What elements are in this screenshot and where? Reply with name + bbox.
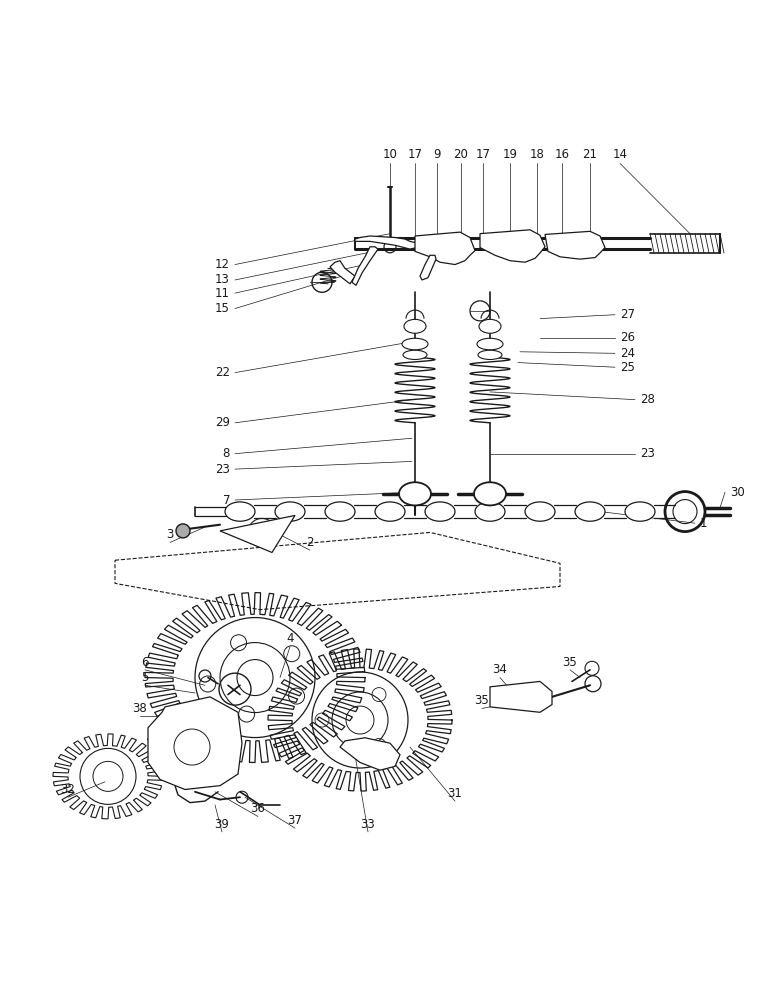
Text: 38: 38 bbox=[133, 702, 147, 715]
Text: 6: 6 bbox=[141, 656, 149, 669]
Text: 33: 33 bbox=[361, 818, 375, 831]
Text: 36: 36 bbox=[251, 802, 266, 815]
Text: 2: 2 bbox=[306, 536, 313, 549]
Text: 26: 26 bbox=[620, 331, 635, 344]
Ellipse shape bbox=[225, 502, 255, 521]
Ellipse shape bbox=[425, 502, 455, 521]
Text: 31: 31 bbox=[448, 787, 462, 800]
Text: 10: 10 bbox=[383, 148, 398, 161]
Ellipse shape bbox=[475, 502, 505, 521]
Polygon shape bbox=[420, 255, 436, 280]
Ellipse shape bbox=[474, 482, 506, 505]
Polygon shape bbox=[148, 697, 242, 790]
Text: 17: 17 bbox=[476, 148, 490, 161]
Text: 29: 29 bbox=[215, 416, 230, 429]
Text: 23: 23 bbox=[640, 447, 655, 460]
Ellipse shape bbox=[403, 350, 427, 359]
Ellipse shape bbox=[399, 482, 431, 505]
Text: 19: 19 bbox=[503, 148, 517, 161]
Text: 14: 14 bbox=[612, 148, 628, 161]
Text: 15: 15 bbox=[215, 302, 230, 315]
Text: 39: 39 bbox=[215, 818, 229, 831]
Ellipse shape bbox=[625, 502, 655, 521]
Polygon shape bbox=[352, 247, 378, 285]
Ellipse shape bbox=[478, 350, 502, 359]
Polygon shape bbox=[220, 515, 295, 552]
Text: 5: 5 bbox=[141, 671, 149, 684]
Text: 28: 28 bbox=[640, 393, 655, 406]
Text: 22: 22 bbox=[215, 366, 230, 379]
Polygon shape bbox=[355, 236, 420, 249]
Ellipse shape bbox=[525, 502, 555, 521]
Circle shape bbox=[176, 524, 190, 538]
Text: 16: 16 bbox=[554, 148, 570, 161]
Ellipse shape bbox=[575, 502, 605, 521]
Text: 4: 4 bbox=[286, 632, 294, 645]
Polygon shape bbox=[340, 738, 400, 770]
Text: 12: 12 bbox=[215, 258, 230, 271]
Text: 20: 20 bbox=[454, 148, 469, 161]
Text: 9: 9 bbox=[433, 148, 441, 161]
Polygon shape bbox=[490, 681, 552, 712]
Text: 35: 35 bbox=[475, 694, 489, 707]
Text: 30: 30 bbox=[730, 486, 745, 499]
Text: 35: 35 bbox=[563, 656, 577, 669]
Polygon shape bbox=[545, 231, 605, 259]
Text: 25: 25 bbox=[620, 361, 635, 374]
Text: 17: 17 bbox=[408, 148, 422, 161]
Text: 13: 13 bbox=[215, 273, 230, 286]
Ellipse shape bbox=[325, 502, 355, 521]
Polygon shape bbox=[415, 232, 475, 265]
Ellipse shape bbox=[404, 319, 426, 333]
Ellipse shape bbox=[479, 319, 501, 333]
Text: 11: 11 bbox=[215, 287, 230, 300]
Text: 37: 37 bbox=[287, 814, 303, 827]
Text: 21: 21 bbox=[583, 148, 598, 161]
Text: 27: 27 bbox=[620, 308, 635, 321]
Ellipse shape bbox=[275, 502, 305, 521]
Text: 1: 1 bbox=[700, 517, 707, 530]
Text: 24: 24 bbox=[620, 347, 635, 360]
Text: 8: 8 bbox=[222, 447, 230, 460]
Polygon shape bbox=[480, 230, 545, 262]
Polygon shape bbox=[330, 261, 355, 284]
Text: 34: 34 bbox=[493, 663, 507, 676]
Text: 32: 32 bbox=[60, 783, 76, 796]
Text: 3: 3 bbox=[166, 528, 174, 541]
Text: 7: 7 bbox=[222, 493, 230, 506]
Ellipse shape bbox=[402, 338, 428, 350]
Ellipse shape bbox=[375, 502, 405, 521]
Text: 18: 18 bbox=[530, 148, 544, 161]
Ellipse shape bbox=[477, 338, 503, 350]
Text: 23: 23 bbox=[215, 463, 230, 476]
